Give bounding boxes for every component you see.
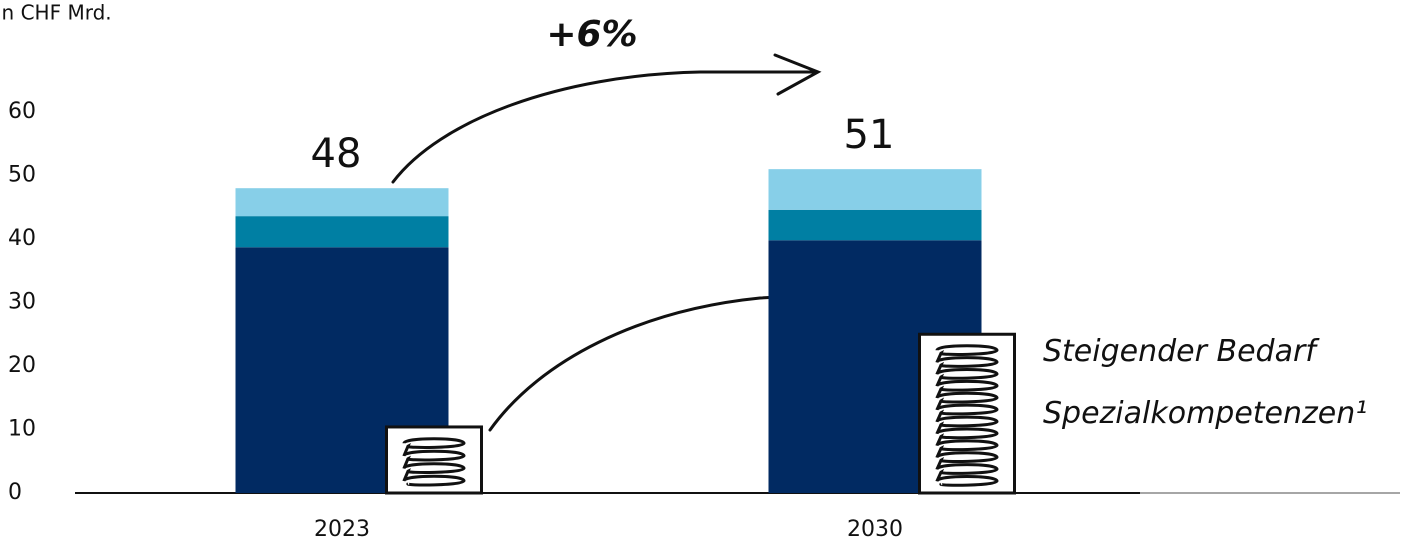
y-tick-label: 10 xyxy=(8,417,36,442)
total-label: 48 xyxy=(311,131,362,177)
growth-label: +6% xyxy=(546,14,637,55)
special-squiggle xyxy=(402,437,466,487)
y-tick-label: 40 xyxy=(8,226,36,251)
x-tick-label: 2030 xyxy=(847,517,903,542)
y-tick-label: 30 xyxy=(8,290,36,315)
bar-segment xyxy=(768,169,982,210)
bar-segment xyxy=(768,209,982,241)
y-tick-label: 0 xyxy=(8,480,22,505)
bar-segment xyxy=(235,216,449,248)
growth-arrow xyxy=(391,53,822,184)
unit-label: in CHF Mrd. xyxy=(0,1,112,25)
y-tick-label: 20 xyxy=(8,353,36,378)
y-tick-label: 50 xyxy=(8,163,36,188)
special-squiggle xyxy=(935,344,999,487)
bar-segment xyxy=(235,188,449,217)
x-tick-label: 2023 xyxy=(314,517,370,542)
y-tick-label: 60 xyxy=(8,99,36,124)
total-label: 51 xyxy=(844,112,895,158)
annotation: Steigender Bedarf Spezialkompetenzen¹ xyxy=(1043,334,1367,431)
